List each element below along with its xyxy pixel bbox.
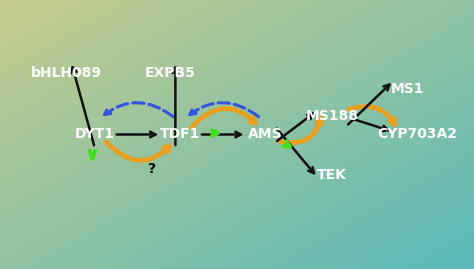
Text: ?: ? [147, 162, 156, 176]
Text: TEK: TEK [317, 168, 347, 182]
Text: EXPB5: EXPB5 [145, 66, 196, 80]
Text: MS188: MS188 [305, 109, 358, 123]
Text: TDF1: TDF1 [160, 128, 201, 141]
Text: CYP703A2: CYP703A2 [377, 128, 457, 141]
Text: DYT1: DYT1 [75, 128, 115, 141]
Text: AMS: AMS [248, 128, 283, 141]
Text: bHLH089: bHLH089 [31, 66, 102, 80]
Text: MS1: MS1 [391, 82, 424, 96]
